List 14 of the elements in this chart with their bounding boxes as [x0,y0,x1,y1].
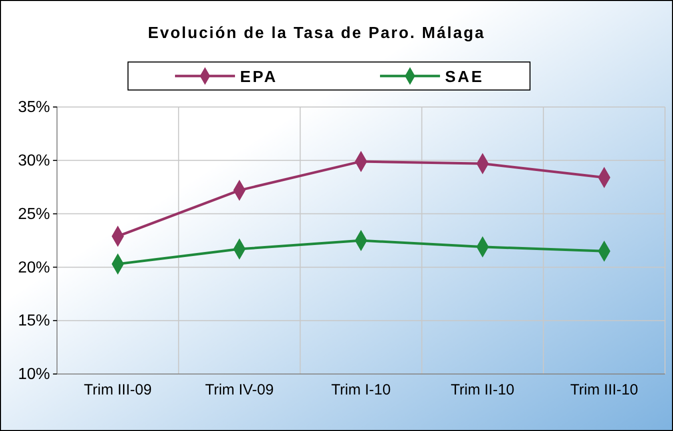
chart-title: Evolución de la Tasa de Paro. Málaga [148,25,486,42]
y-tick-label: 25% [18,206,50,223]
x-tick-label: Trim I-10 [331,382,391,399]
y-tick-label: 20% [18,259,50,276]
y-tick-label: 10% [18,366,50,384]
legend-label: SAE [445,69,484,86]
legend-label: EPA [240,69,278,86]
x-tick-label: Trim II-10 [450,382,514,399]
x-tick-label: Trim IV-09 [205,382,274,399]
x-tick-label: Trim III-10 [570,382,638,399]
y-tick-label: 30% [18,152,50,170]
y-tick-label: 15% [18,312,50,330]
y-tick-label: 35% [18,99,50,116]
x-tick-label: Trim III-09 [84,382,152,399]
